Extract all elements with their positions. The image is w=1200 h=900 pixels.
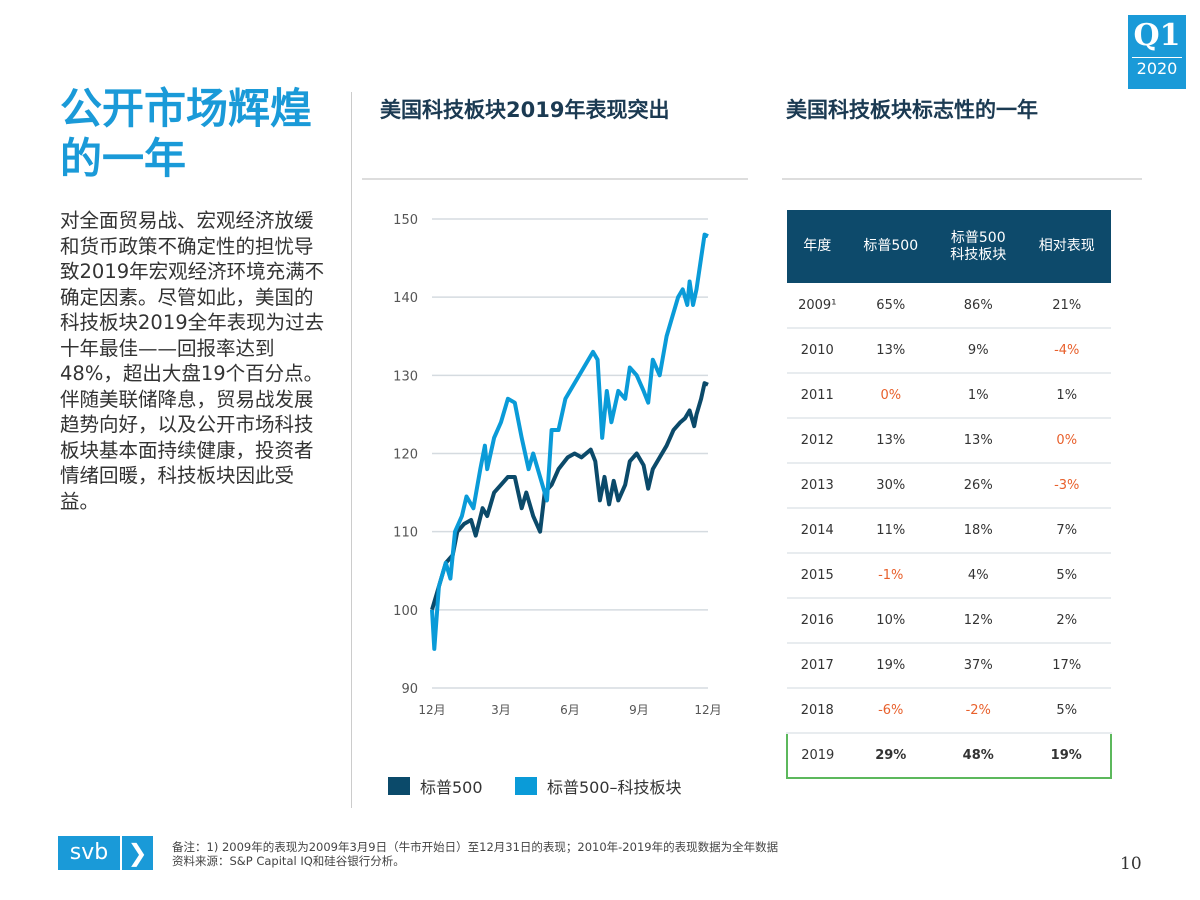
chart-title-rule [362,178,748,180]
cell-sp500: 13% [847,418,934,464]
cell-tech: 4% [934,553,1023,599]
line-chart: 90 100 110 120 130 140 150 12月 3月 6月 9月 12月 [393,213,721,717]
cell-sp500: 30% [847,463,934,509]
cell-relative: -4% [1022,328,1111,374]
cell-sp500: 0% [847,373,934,419]
header-relative: 相对表现 [1022,210,1111,283]
cell-relative: 5% [1022,688,1111,734]
y-tick-label: 110 [393,526,418,541]
cell-tech: 86% [934,283,1023,329]
cell-sp500: -6% [847,688,934,734]
table-row: 2012 13% 13% 0% [787,418,1111,464]
series-line-sp500 [430,381,709,611]
y-tick-label: 130 [393,369,418,384]
cell-sp500: 65% [847,283,934,329]
cell-year: 2012 [787,418,848,464]
cell-year: 2014 [787,508,848,554]
legend-label-sp500: 标普500 [420,778,483,797]
cell-sp500: 11% [847,508,934,554]
legend-item-sp500: 标普500 [388,774,483,798]
table-row: 2015 -1% 4% 5% [787,553,1111,599]
table-row: 2011 0% 1% 1% [787,373,1111,419]
svb-logo: svb ❯ [58,836,153,870]
cell-tech: 12% [934,598,1023,644]
cell-sp500: 10% [847,598,934,644]
divider [351,92,352,808]
cell-sp500: 13% [847,328,934,374]
table-row: 2014 11% 18% 7% [787,508,1111,554]
cell-sp500: 29% [847,732,934,779]
cell-year: 2015 [787,553,848,599]
series-line-tech [430,232,709,651]
header-tech: 标普500 科技板块 [934,210,1023,283]
x-tick-label: 6月 [560,703,580,717]
cell-year: 2018 [787,688,848,734]
y-tick-label: 140 [393,291,418,306]
cell-tech: 37% [934,643,1023,689]
cell-relative: 1% [1022,373,1111,419]
cell-relative: 7% [1022,508,1111,554]
table-title-rule [782,178,1142,180]
cell-tech: 13% [934,418,1023,464]
cell-sp500: -1% [847,553,934,599]
cell-relative: 5% [1022,553,1111,599]
logo-text: svb [58,836,120,870]
legend-swatch-sp500 [388,777,410,795]
badge-year: 2020 [1132,57,1182,80]
cell-year: 2009¹ [787,283,848,329]
table-row: 2019 29% 48% 19% [786,732,1112,779]
table-row: 2009¹ 65% 86% 21% [787,283,1111,329]
cell-tech: 18% [934,508,1023,554]
y-tick-label: 100 [393,604,418,619]
legend-label-tech: 标普500–科技板块 [547,778,682,797]
table-title: 美国科技板块标志性的一年 [786,98,1038,122]
cell-year: 2010 [787,328,848,374]
cell-tech: -2% [934,688,1023,734]
badge-quarter: Q1 [1133,18,1181,53]
x-tick-label: 3月 [491,703,511,717]
cell-year: 2016 [787,598,848,644]
cell-year: 2019 [786,732,848,779]
page-title: 公开市场辉煌的一年 [60,84,313,183]
y-tick-label: 90 [401,682,418,697]
cell-relative: 17% [1022,643,1111,689]
y-tick-label: 120 [393,448,418,463]
legend-item-tech: 标普500–科技板块 [515,774,682,798]
table-row: 2017 19% 37% 17% [787,643,1111,689]
cell-relative: 19% [1022,732,1112,779]
cell-sp500: 19% [847,643,934,689]
header-year: 年度 [787,210,848,283]
table-row: 2013 30% 26% -3% [787,463,1111,509]
legend-swatch-tech [515,777,537,795]
x-tick-label: 9月 [629,703,649,717]
cell-relative: 21% [1022,283,1111,329]
body-text: 对全面贸易战、宏观经济放缓和货币政策不确定性的担忧导致2019年宏观经济环境充满… [60,209,325,513]
performance-table: 年度 标普500 标普500 科技板块 相对表现 2009¹ 65% 86% 21% 2… [786,210,1112,779]
quarter-badge: Q1 2020 [1128,15,1186,89]
cell-year: 2013 [787,463,848,509]
chevron-right-icon: ❯ [122,836,153,870]
y-tick-label: 150 [393,213,418,228]
header-sp500: 标普500 [847,210,934,283]
footnotes: 备注：1) 2009年的表现为2009年3月9日（牛市开始日）至12月31日的表… [172,840,778,868]
chart-title: 美国科技板块2019年表现突出 [380,98,670,122]
source-note: 资料来源：S&P Capital IQ和硅谷银行分析。 [172,854,405,868]
table-row: 2010 13% 9% -4% [787,328,1111,374]
cell-year: 2017 [787,643,848,689]
table-row: 2018 -6% -2% 5% [787,688,1111,734]
cell-tech: 26% [934,463,1023,509]
cell-tech: 9% [934,328,1023,374]
table-row: 2016 10% 12% 2% [787,598,1111,644]
x-tick-label: 12月 [418,703,445,717]
cell-relative: 2% [1022,598,1111,644]
cell-tech: 1% [934,373,1023,419]
cell-tech: 48% [934,732,1023,779]
cell-relative: 0% [1022,418,1111,464]
page-number: 10 [1120,854,1142,874]
cell-year: 2011 [787,373,848,419]
cell-relative: -3% [1022,463,1111,509]
x-tick-label: 12月 [694,703,721,717]
footnote: 备注：1) 2009年的表现为2009年3月9日（牛市开始日）至12月31日的表… [172,840,779,854]
